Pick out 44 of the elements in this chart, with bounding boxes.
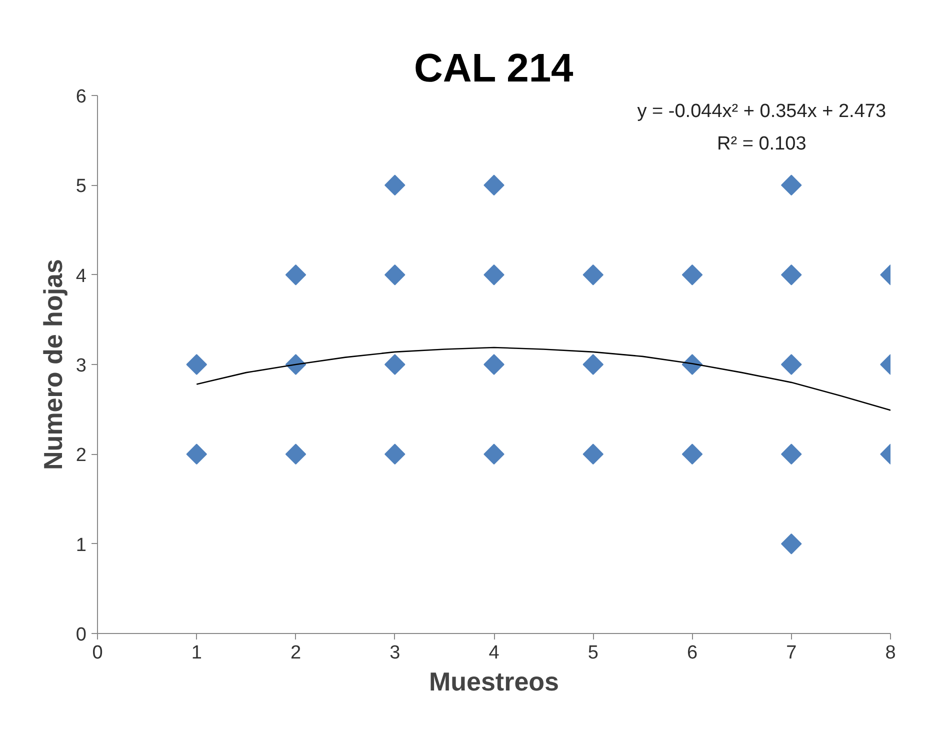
point [780,264,802,286]
point [285,264,306,286]
y-tick-label: 6 [76,86,87,108]
point [484,264,504,286]
x-tick-label: 2 [290,642,302,664]
point [682,444,703,465]
x-tick-label: 7 [786,642,797,664]
line-series [196,346,890,411]
point [582,264,604,286]
x-axis-title: Muestreos [428,666,560,696]
point [384,174,406,196]
point [186,444,208,465]
x-tick-label: 5 [588,642,598,664]
point [582,354,604,375]
x-tick-label: 4 [488,642,500,664]
y-tick-label: 4 [76,266,87,287]
point [384,444,406,465]
point [780,174,802,196]
annotation: R² = 0.103 [717,133,806,154]
x-tick-label: 3 [390,642,400,664]
x-tick-label: 1 [191,642,202,664]
point [780,444,802,465]
chart-title: CAL 214 [414,46,574,90]
point [582,444,604,465]
point [780,533,802,554]
point [682,264,703,286]
y-tick-label: 2 [76,445,87,466]
point [484,444,504,465]
point [285,444,306,465]
y-axis-title: Numero de hojas [38,259,68,470]
point [484,354,504,375]
x-tick-label: 6 [686,642,698,664]
x-tick-label: 0 [92,642,103,664]
point [186,354,208,375]
point [384,264,406,286]
point [484,174,504,196]
y-tick-label: 5 [76,176,87,198]
y-tick-label: 1 [76,534,87,556]
y-tick-label: 3 [76,356,87,376]
point [384,354,406,375]
y-tick-label: 0 [76,624,87,646]
point [780,354,802,375]
x-tick-label: 8 [885,642,896,664]
annotation: y = -0.044x² + 0.354x + 2.473 [637,101,886,122]
